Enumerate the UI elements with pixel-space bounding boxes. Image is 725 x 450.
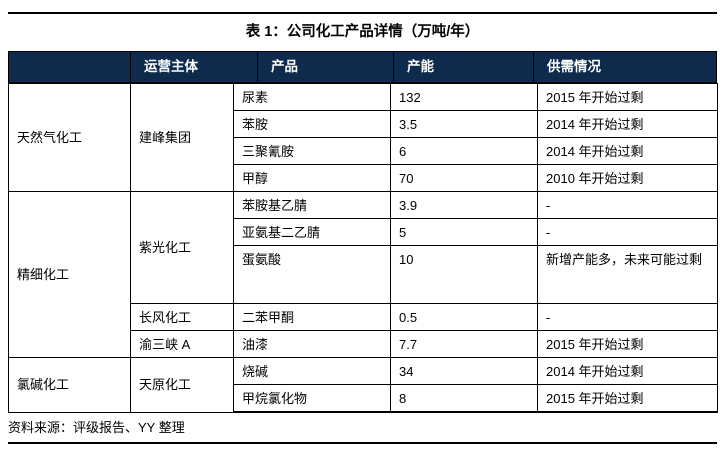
- capacity-cell: 132: [390, 83, 538, 111]
- table-row: 甲烷氯化物 8 2015 年开始过剩: [9, 384, 718, 413]
- product-cell: 甲醇: [233, 164, 391, 192]
- category-cell: 氯碱化工: [8, 357, 131, 413]
- product-cell: 甲烷氯化物: [233, 384, 391, 413]
- category-cell: 精细化工: [8, 191, 131, 358]
- table-row: 天然气化工 建峰集团 尿素 132 2015 年开始过剩: [8, 83, 718, 192]
- product-cell: 亚氨基二乙腈: [233, 218, 391, 246]
- table-row: 氯碱化工 天原化工 烧碱 34 2014 年开始过剩: [8, 357, 718, 413]
- status-cell: 新增产能多，未来可能过剩: [537, 245, 718, 304]
- capacity-cell: 10: [390, 245, 538, 304]
- table-row: 长风化工 二苯甲酮 0.5 -: [9, 303, 718, 331]
- capacity-cell: 8: [390, 384, 538, 413]
- status-cell: -: [537, 191, 718, 219]
- operator-cell: 紫光化工: [130, 191, 234, 304]
- capacity-cell: 5: [390, 218, 538, 246]
- table-title: 表 1：公司化工产品详情（万吨/年）: [245, 24, 480, 40]
- capacity-cell: 70: [390, 164, 538, 192]
- source-note: 资料来源：评级报告、YY 整理: [8, 420, 185, 435]
- table-row: 渝三峡 A 油漆 7.7 2015 年开始过剩: [9, 330, 718, 358]
- table-row: 甲醇 70 2010 年开始过剩: [9, 164, 718, 192]
- product-cell: 二苯甲酮: [233, 303, 391, 331]
- product-cell: 油漆: [233, 330, 391, 358]
- table-row: 苯胺 3.5 2014 年开始过剩: [9, 110, 718, 138]
- operator-cell: 建峰集团: [130, 83, 234, 192]
- status-cell: 2015 年开始过剩: [537, 384, 718, 413]
- capacity-cell: 6: [390, 137, 538, 165]
- operator-cell: 长风化工: [130, 303, 234, 331]
- status-cell: 2010 年开始过剩: [537, 164, 718, 192]
- status-cell: 2014 年开始过剩: [537, 110, 718, 138]
- category-cell: 天然气化工: [8, 83, 131, 192]
- header-operator: 运营主体: [131, 52, 258, 82]
- status-cell: 2015 年开始过剩: [537, 83, 718, 111]
- status-cell: -: [537, 218, 718, 246]
- table-row: 蛋氨酸 10 新增产能多，未来可能过剩: [9, 245, 718, 304]
- status-cell: -: [537, 303, 718, 331]
- capacity-cell: 3.5: [390, 110, 538, 138]
- capacity-cell: 7.7: [390, 330, 538, 358]
- operator-cell: 天原化工: [130, 357, 234, 413]
- product-cell: 苯胺基乙腈: [233, 191, 391, 219]
- header-product: 产品: [258, 52, 394, 82]
- bottom-rule: [8, 442, 717, 444]
- header-supply-demand: 供需情况: [547, 59, 601, 74]
- status-cell: 2014 年开始过剩: [537, 357, 718, 385]
- table-row: 亚氨基二乙腈 5 -: [9, 218, 718, 246]
- capacity-cell: 34: [390, 357, 538, 385]
- product-cell: 蛋氨酸: [233, 245, 391, 304]
- product-table: 天然气化工 建峰集团 尿素 132 2015 年开始过剩 苯胺 3.5 2014…: [8, 83, 718, 413]
- table-row: 精细化工 紫光化工 苯胺基乙腈 3.9 -: [8, 191, 718, 358]
- capacity-cell: 3.9: [390, 191, 538, 219]
- table-row: 三聚氰胺 6 2014 年开始过剩: [9, 137, 718, 165]
- status-cell: 2014 年开始过剩: [537, 137, 718, 165]
- status-cell: 2015 年开始过剩: [537, 330, 718, 358]
- operator-cell: 渝三峡 A: [130, 330, 234, 358]
- top-rule: [8, 12, 717, 14]
- product-cell: 尿素: [233, 83, 391, 111]
- header-capacity: 产能: [394, 52, 534, 82]
- capacity-cell: 0.5: [390, 303, 538, 331]
- product-cell: 三聚氰胺: [233, 137, 391, 165]
- product-cell: 烧碱: [233, 357, 391, 385]
- product-cell: 苯胺: [233, 110, 391, 138]
- header-category: [9, 52, 131, 82]
- table-header-row: 运营主体 产品 产能 供需情况: [8, 51, 717, 83]
